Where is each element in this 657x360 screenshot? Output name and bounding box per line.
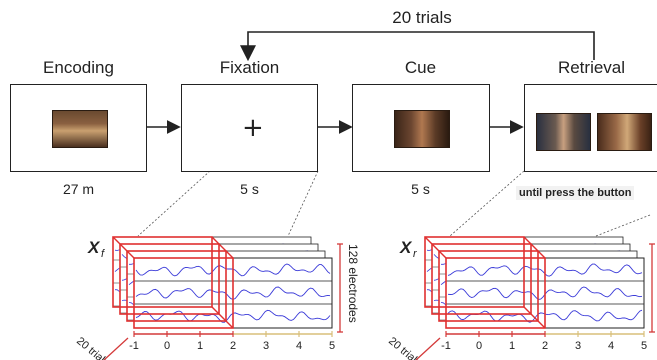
stage-box-retrieval — [524, 84, 657, 172]
tensor-variable-label: X — [87, 238, 101, 257]
tensor-variable-subscript: r — [413, 248, 418, 260]
trials-bracket — [415, 337, 441, 360]
time-tick-label: 2 — [230, 340, 236, 352]
tensor-variable-subscript: f — [101, 248, 105, 260]
time-tick-label: 4 — [296, 340, 302, 352]
scene-image-icon — [394, 110, 450, 148]
epoch-window — [445, 257, 546, 329]
trials-label: 20 trials — [74, 335, 112, 360]
time-tick-label: 3 — [575, 340, 581, 352]
stage-duration-fixation: 5 s — [240, 181, 259, 197]
time-tick-label: 2 — [542, 340, 548, 352]
scene-image-icon — [597, 113, 652, 151]
stage-duration-encoding: 27 m — [62, 181, 95, 197]
scene-image-icon — [536, 113, 591, 151]
stage-title-cue: Cue — [404, 58, 437, 77]
epoch-window — [112, 236, 213, 308]
loop-label: 20 trials — [392, 8, 452, 27]
scene-image-icon — [52, 110, 108, 148]
time-tick-label: 5 — [641, 340, 647, 352]
time-tick-label: 4 — [608, 340, 614, 352]
stage-box-encoding — [10, 84, 147, 172]
time-tick-label: 3 — [263, 340, 269, 352]
epoch-window — [431, 243, 532, 315]
epoch-window — [126, 250, 227, 322]
retrieval-condition-note: until press the button — [516, 186, 635, 200]
trials-bracket — [103, 337, 129, 360]
trials-label: 20 trials — [386, 335, 424, 360]
time-tick-label: 5 — [329, 340, 335, 352]
stage-duration-cue: 5 s — [411, 181, 430, 197]
stage-box-fixation: + — [181, 84, 318, 172]
stage-title-fixation: Fixation — [219, 58, 280, 77]
epoch-window — [119, 243, 220, 315]
stage-title-encoding: Encoding — [43, 58, 114, 77]
tensor-variable-label: X — [399, 238, 413, 257]
time-tick-label: 1 — [509, 340, 515, 352]
time-tick-label: 0 — [476, 340, 482, 352]
fixation-cross: + — [242, 113, 264, 143]
time-tick-label: -1 — [129, 340, 139, 352]
epoch-window — [133, 257, 234, 329]
time-tick-label: 0 — [164, 340, 170, 352]
channels-label: 128 electrodes — [346, 244, 360, 323]
epoch-window — [424, 236, 525, 308]
stage-title-retrieval: Retrieval — [557, 58, 626, 77]
time-tick-label: -1 — [441, 340, 451, 352]
epoch-window — [438, 250, 539, 322]
time-tick-label: 1 — [197, 340, 203, 352]
stage-box-cue — [352, 84, 490, 172]
